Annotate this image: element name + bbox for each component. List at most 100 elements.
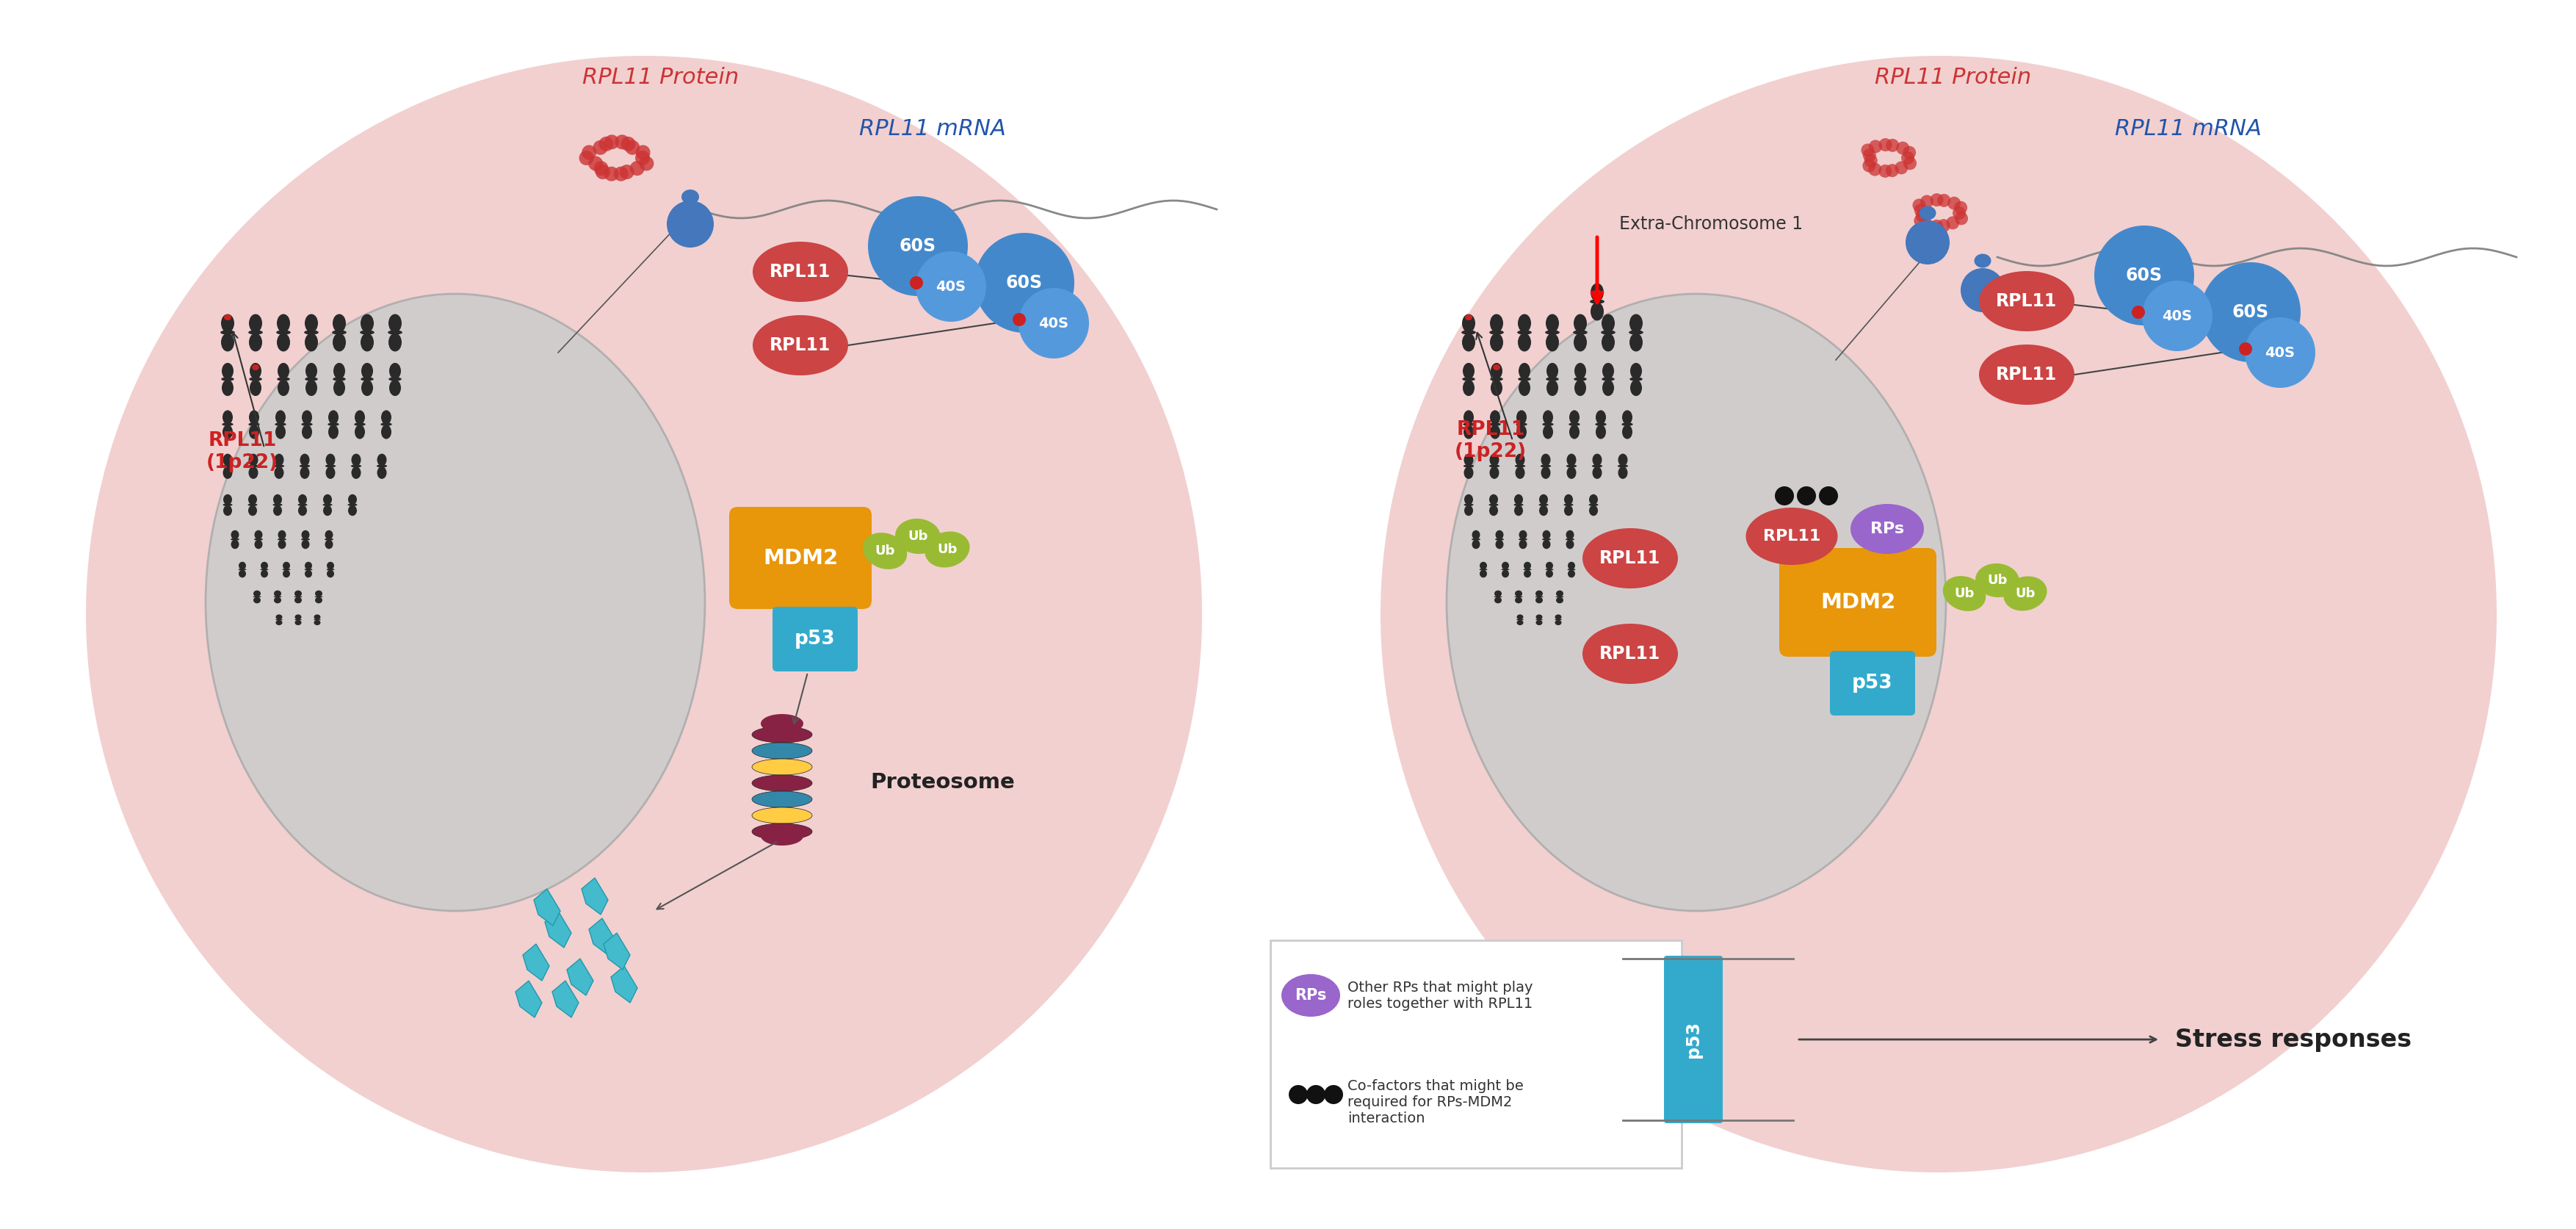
Ellipse shape bbox=[1489, 333, 1504, 351]
Ellipse shape bbox=[327, 562, 335, 569]
Ellipse shape bbox=[255, 530, 263, 540]
Ellipse shape bbox=[304, 331, 319, 334]
Ellipse shape bbox=[361, 331, 374, 334]
Ellipse shape bbox=[273, 467, 283, 479]
Ellipse shape bbox=[1589, 504, 1597, 506]
Ellipse shape bbox=[1520, 363, 1530, 379]
Ellipse shape bbox=[304, 570, 312, 578]
Circle shape bbox=[1819, 487, 1839, 505]
Ellipse shape bbox=[276, 619, 283, 626]
Text: RPL11: RPL11 bbox=[770, 263, 832, 280]
Ellipse shape bbox=[304, 377, 317, 381]
Ellipse shape bbox=[752, 775, 811, 791]
Ellipse shape bbox=[1515, 504, 1522, 506]
Ellipse shape bbox=[273, 596, 281, 597]
Ellipse shape bbox=[1566, 569, 1577, 570]
Ellipse shape bbox=[1553, 619, 1561, 621]
Text: 60S: 60S bbox=[2125, 267, 2164, 284]
Ellipse shape bbox=[389, 333, 402, 351]
Ellipse shape bbox=[1517, 410, 1528, 424]
Ellipse shape bbox=[247, 423, 260, 426]
Ellipse shape bbox=[1463, 454, 1473, 466]
Ellipse shape bbox=[1538, 505, 1548, 516]
Text: RPL11 mRNA: RPL11 mRNA bbox=[860, 118, 1007, 139]
Ellipse shape bbox=[1600, 331, 1615, 334]
Ellipse shape bbox=[1494, 597, 1502, 603]
Circle shape bbox=[1868, 162, 1880, 176]
Ellipse shape bbox=[1546, 333, 1558, 351]
Ellipse shape bbox=[361, 377, 374, 381]
Ellipse shape bbox=[1489, 315, 1504, 332]
Ellipse shape bbox=[276, 619, 283, 621]
Polygon shape bbox=[567, 959, 592, 995]
Circle shape bbox=[1929, 193, 1942, 206]
Ellipse shape bbox=[348, 504, 358, 506]
Ellipse shape bbox=[1546, 363, 1558, 379]
Ellipse shape bbox=[1566, 467, 1577, 479]
Ellipse shape bbox=[1494, 538, 1504, 541]
Ellipse shape bbox=[247, 331, 263, 334]
Ellipse shape bbox=[1497, 540, 1504, 549]
Ellipse shape bbox=[247, 494, 258, 505]
Ellipse shape bbox=[1517, 619, 1522, 626]
Circle shape bbox=[1953, 206, 1965, 220]
Circle shape bbox=[1868, 140, 1883, 154]
Ellipse shape bbox=[1595, 410, 1605, 424]
Ellipse shape bbox=[1564, 504, 1574, 506]
Text: RPL11: RPL11 bbox=[1762, 528, 1821, 543]
Text: MDM2: MDM2 bbox=[1821, 592, 1896, 613]
Ellipse shape bbox=[299, 454, 309, 466]
Ellipse shape bbox=[1492, 380, 1502, 396]
Ellipse shape bbox=[1517, 619, 1522, 621]
Ellipse shape bbox=[1623, 410, 1633, 424]
Ellipse shape bbox=[1556, 597, 1564, 603]
Circle shape bbox=[636, 151, 649, 165]
Ellipse shape bbox=[348, 494, 358, 505]
Ellipse shape bbox=[1595, 423, 1607, 426]
Ellipse shape bbox=[1520, 530, 1528, 540]
Ellipse shape bbox=[1566, 454, 1577, 466]
Ellipse shape bbox=[222, 465, 232, 467]
Ellipse shape bbox=[1517, 331, 1533, 334]
Ellipse shape bbox=[327, 569, 335, 570]
Ellipse shape bbox=[252, 596, 260, 597]
Ellipse shape bbox=[1546, 380, 1558, 396]
Text: RPL11: RPL11 bbox=[1996, 293, 2058, 310]
Circle shape bbox=[626, 140, 639, 155]
Ellipse shape bbox=[350, 467, 361, 479]
Ellipse shape bbox=[1574, 380, 1587, 396]
Circle shape bbox=[636, 145, 649, 160]
Ellipse shape bbox=[224, 505, 232, 516]
Ellipse shape bbox=[1589, 494, 1597, 505]
Ellipse shape bbox=[1589, 283, 1605, 301]
Ellipse shape bbox=[361, 380, 374, 396]
Ellipse shape bbox=[752, 742, 811, 758]
Ellipse shape bbox=[1978, 344, 2074, 404]
Ellipse shape bbox=[1463, 467, 1473, 479]
Ellipse shape bbox=[325, 467, 335, 479]
FancyBboxPatch shape bbox=[1664, 956, 1723, 1123]
Circle shape bbox=[582, 145, 598, 160]
Ellipse shape bbox=[240, 562, 245, 569]
Circle shape bbox=[1896, 161, 1909, 175]
Text: Stress responses: Stress responses bbox=[2174, 1027, 2411, 1052]
Ellipse shape bbox=[925, 531, 969, 568]
Ellipse shape bbox=[1592, 467, 1602, 479]
Ellipse shape bbox=[1976, 563, 2020, 597]
Ellipse shape bbox=[1489, 504, 1499, 506]
Ellipse shape bbox=[325, 454, 335, 466]
Ellipse shape bbox=[1471, 540, 1481, 549]
Text: Extra-Chromosome 1: Extra-Chromosome 1 bbox=[1620, 215, 1803, 232]
Text: MDM2: MDM2 bbox=[762, 548, 837, 569]
Ellipse shape bbox=[1517, 425, 1528, 439]
Circle shape bbox=[592, 140, 608, 155]
Ellipse shape bbox=[389, 315, 402, 332]
Ellipse shape bbox=[1517, 315, 1530, 332]
Polygon shape bbox=[515, 981, 541, 1018]
Ellipse shape bbox=[222, 380, 234, 396]
Ellipse shape bbox=[299, 465, 309, 467]
Circle shape bbox=[1929, 220, 1942, 232]
Text: Ub: Ub bbox=[907, 530, 927, 543]
Circle shape bbox=[2143, 280, 2213, 351]
Ellipse shape bbox=[1631, 363, 1641, 379]
